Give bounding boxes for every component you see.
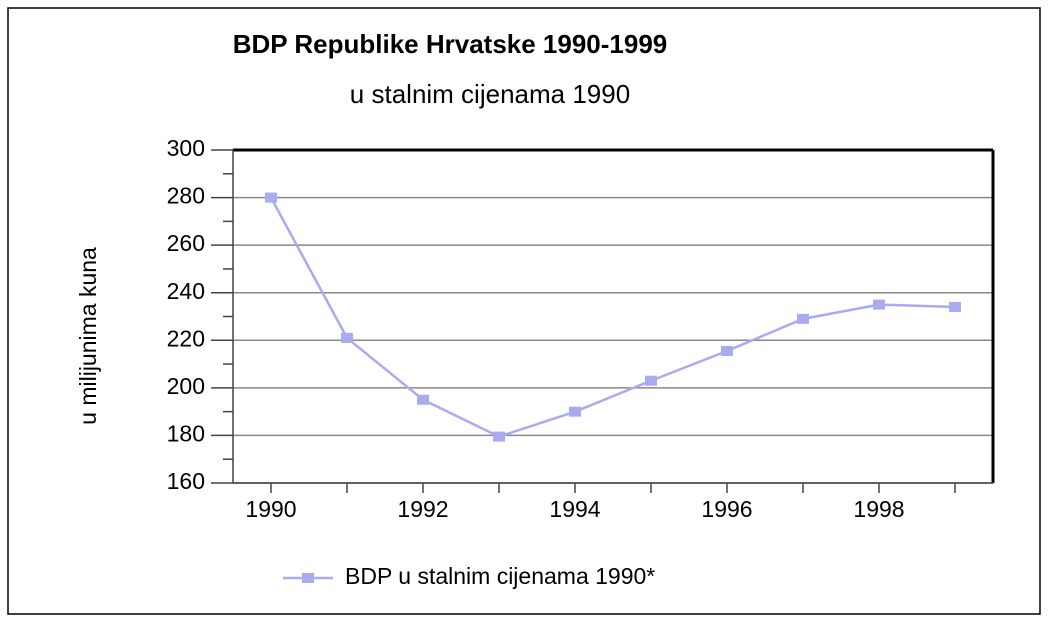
data-point bbox=[797, 313, 809, 324]
data-point bbox=[949, 301, 961, 312]
data-line bbox=[269, 196, 956, 438]
y-tick-label: 280 bbox=[167, 183, 205, 209]
y-tick-label: 220 bbox=[167, 325, 205, 351]
x-tick-label: 1996 bbox=[701, 496, 752, 522]
y-tick-label: 260 bbox=[167, 230, 205, 256]
data-point bbox=[873, 299, 885, 310]
y-tick-label: 160 bbox=[167, 468, 205, 494]
data-point bbox=[645, 375, 657, 386]
legend-label: BDP u stalnim cijenama 1990* bbox=[345, 563, 655, 589]
data-point bbox=[341, 332, 353, 343]
legend-marker bbox=[302, 573, 314, 583]
chart-subtitle: u stalnim cijenama 1990 bbox=[350, 79, 630, 109]
data-point bbox=[569, 406, 581, 417]
y-tick-label: 180 bbox=[167, 421, 205, 447]
chart-frame bbox=[7, 7, 1041, 615]
x-tick-label: 1994 bbox=[549, 496, 600, 522]
y-tick-label: 300 bbox=[167, 135, 205, 161]
x-tick-label: 1992 bbox=[397, 496, 448, 522]
data-point bbox=[721, 345, 733, 356]
y-axis-label: u milijunima kuna bbox=[75, 247, 101, 425]
chart-title: BDP Republike Hrvatske 1990-1999 bbox=[233, 29, 668, 59]
x-tick-label: 1990 bbox=[245, 496, 296, 522]
data-point bbox=[417, 394, 429, 405]
y-tick-label: 200 bbox=[167, 373, 205, 399]
data-point bbox=[493, 431, 505, 442]
x-tick-label: 1998 bbox=[853, 496, 904, 522]
y-tick-label: 240 bbox=[167, 278, 205, 304]
data-point bbox=[265, 192, 277, 203]
